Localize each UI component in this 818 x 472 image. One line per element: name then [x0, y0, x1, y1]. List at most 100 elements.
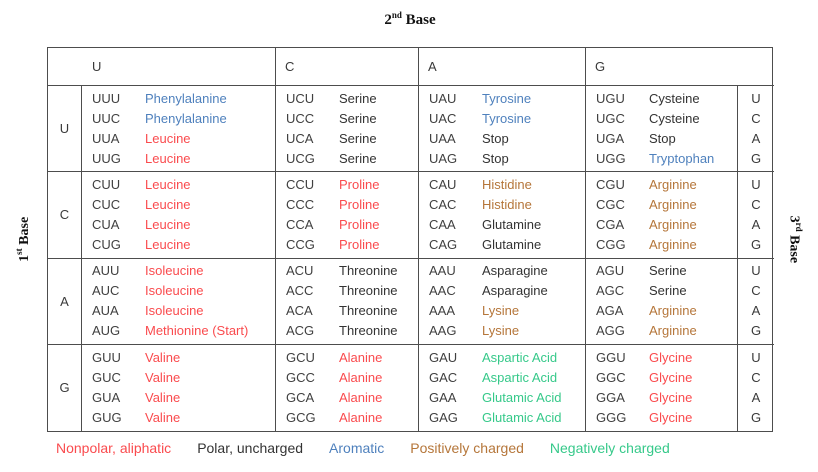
legend-item: Nonpolar, aliphatic [56, 440, 172, 456]
first-base-label: C [48, 172, 82, 259]
codon-label: ACC [286, 283, 314, 299]
amino-acid-label: Stop [482, 150, 509, 166]
codon-label: CAG [429, 236, 458, 252]
codon-entry: GAU Aspartic Acid [429, 348, 585, 368]
amino-acid-label: Arginine [649, 323, 697, 339]
codon-cell: GCU Alanine GCC Alanine GCA Alanine GCG Alanine [276, 344, 419, 431]
third-base-letter: U [751, 176, 761, 192]
amino-acid-label: Arginine [649, 176, 697, 192]
third-base-letter: A [751, 303, 761, 319]
codon-entry: AUC Isoleucine [92, 281, 275, 301]
codon-label: GGG [596, 409, 627, 425]
codon-cell: CUU Leucine CUC Leucine CUA Leucine CUG Leucine [82, 172, 276, 259]
codon-label: GAA [429, 389, 457, 405]
codon-cell: UGU Cysteine UGC Cysteine UGA Stop UGG Tryptoph… [586, 86, 738, 173]
codon-entry: UAG Stop [429, 149, 585, 169]
codon-label: AGC [596, 283, 625, 299]
codon-label: ACA [286, 303, 313, 319]
amino-acid-label: Aspartic Acid [482, 369, 558, 385]
axis-word: Base [16, 217, 32, 245]
codon-entry: AGU Serine [596, 261, 737, 281]
codon-entry: GGG Glycine [596, 408, 737, 428]
amino-acid-label: Arginine [649, 196, 697, 212]
codon-entry: ACG Threonine [286, 321, 418, 341]
amino-acid-label: Glycine [649, 349, 693, 365]
codon-entry: GGA Glycine [596, 388, 737, 408]
codon-entry: AAA Lysine [429, 301, 585, 321]
codon-entry: UUC Phenylalanine [92, 109, 275, 129]
codon-entry: AUG Methionine (Start) [92, 321, 275, 341]
amino-acid-label: Glutamic Acid [482, 409, 562, 425]
codon-label: CGA [596, 216, 625, 232]
codon-entry: GGU Glycine [596, 348, 737, 368]
codon-entry: UCG Serine [286, 149, 418, 169]
codon-entry: UGU Cysteine [596, 89, 737, 109]
codon-label: CAA [429, 216, 456, 232]
codon-entry: CUU Leucine [92, 175, 275, 195]
codon-label: UCA [286, 130, 314, 146]
codon-label: AAA [429, 303, 456, 319]
codon-label: AUA [92, 303, 119, 319]
column-header-U: U [48, 48, 276, 86]
amino-acid-label: Asparagine [482, 283, 548, 299]
first-base-axis-label: 1st Base [8, 47, 38, 432]
codon-entry: UAA Stop [429, 129, 585, 149]
amino-acid-label: Proline [339, 216, 380, 232]
codon-label: AGA [596, 303, 624, 319]
codon-entry: GAA Glutamic Acid [429, 388, 585, 408]
codon-entry: CUA Leucine [92, 215, 275, 235]
codon-label: CUC [92, 196, 121, 212]
codon-entry: UAC Tyrosine [429, 109, 585, 129]
third-base-axis-label: 3rd Base [780, 47, 810, 432]
codon-cell: ACU Threonine ACC Threonine ACA Threonine ACG T… [276, 258, 419, 345]
codon-label: UGU [596, 90, 625, 106]
codon-label: CAU [429, 176, 457, 192]
third-base-letter: G [750, 409, 762, 425]
codon-label: GUA [92, 389, 121, 405]
codon-entry: GGC Glycine [596, 368, 737, 388]
codon-entry: UUA Leucine [92, 129, 275, 149]
amino-acid-label: Lysine [482, 303, 520, 319]
codon-label: AGG [596, 323, 625, 339]
codon-label: UUU [92, 90, 121, 106]
codon-label: GCC [286, 369, 315, 385]
codon-label: GUG [92, 409, 122, 425]
amino-acid-label: Alanine [339, 409, 383, 425]
codon-entry: CCG Proline [286, 235, 418, 255]
codon-entry: AAC Asparagine [429, 281, 585, 301]
amino-acid-label: Proline [339, 196, 380, 212]
amino-acid-label: Serine [339, 110, 377, 126]
codon-entry: GAG Glutamic Acid [429, 408, 585, 428]
codon-label: GGU [596, 349, 626, 365]
codon-entry: CUG Leucine [92, 235, 275, 255]
codon-label: GCG [286, 409, 316, 425]
amino-acid-label: Phenylalanine [145, 90, 227, 106]
third-base-letter: U [751, 263, 761, 279]
amino-acid-label: Serine [339, 150, 377, 166]
codon-entry: GUG Valine [92, 408, 275, 428]
codon-label: AUC [92, 283, 120, 299]
codon-entry: GUU Valine [92, 348, 275, 368]
third-base-letter: U [751, 349, 761, 365]
third-base-letter: G [750, 150, 762, 166]
amino-acid-label: Histidine [482, 196, 532, 212]
codon-label: GGA [596, 389, 625, 405]
amino-acid-label: Threonine [339, 263, 398, 279]
amino-acid-label: Cysteine [649, 90, 700, 106]
amino-acid-label: Leucine [145, 216, 191, 232]
legend-item: Positively charged [410, 440, 524, 456]
codon-cell: AAU Asparagine AAC Asparagine AAA Lysine AAG Ly… [419, 258, 586, 345]
codon-label: UUC [92, 110, 121, 126]
codon-entry: GUA Valine [92, 388, 275, 408]
title-ordinal: nd [391, 10, 402, 20]
amino-acid-label: Arginine [649, 216, 697, 232]
codon-entry: ACA Threonine [286, 301, 418, 321]
codon-label: AAU [429, 263, 456, 279]
third-base-letter: A [751, 389, 761, 405]
codon-cell: CAU Histidine CAC Histidine CAA Glutamine CAG G… [419, 172, 586, 259]
codon-entry: ACU Threonine [286, 261, 418, 281]
codon-label: ACG [286, 323, 315, 339]
amino-acid-label: Leucine [145, 176, 191, 192]
